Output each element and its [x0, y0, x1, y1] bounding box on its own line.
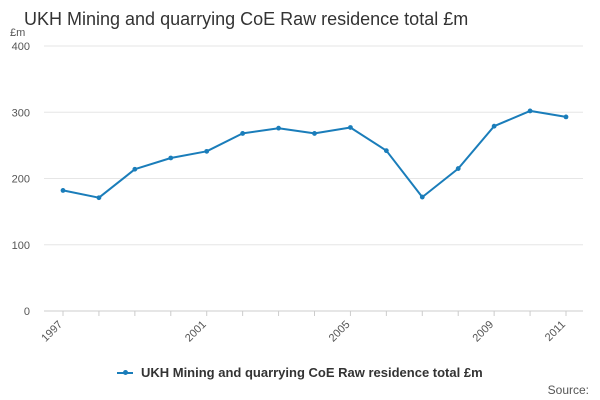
data-point: [348, 125, 353, 130]
x-tick-label: 2011: [543, 319, 568, 344]
data-point: [276, 125, 281, 131]
x-tick-label: 2005: [327, 319, 353, 345]
data-point: [240, 131, 246, 136]
data-point: [312, 131, 317, 136]
data-point: [491, 123, 497, 129]
chart-title: UKH Mining and quarrying CoE Raw residen…: [24, 9, 469, 29]
data-point: [132, 166, 138, 172]
y-tick-label: 300: [12, 107, 30, 119]
data-point: [383, 148, 389, 154]
x-tick-label: 2001: [183, 319, 209, 345]
data-point: [96, 195, 102, 201]
data-point: [455, 166, 461, 171]
data-point: [60, 188, 66, 193]
source-label: Source:: [547, 383, 589, 397]
legend-series-label: UKH Mining and quarrying CoE Raw residen…: [140, 365, 483, 380]
series-line: [62, 109, 567, 199]
data-point: [204, 148, 210, 154]
y-tick-label: 100: [12, 240, 30, 252]
y-tick-label: 0: [24, 306, 30, 318]
data-point: [419, 194, 425, 200]
x-tick-label: 1997: [39, 319, 65, 345]
y-tick-label: 200: [12, 174, 30, 186]
y-axis-unit-label: £m: [10, 27, 26, 39]
y-tick-label: 400: [12, 41, 30, 53]
x-tick-label: 2009: [470, 319, 496, 345]
legend[interactable]: UKH Mining and quarrying CoE Raw residen…: [0, 365, 600, 380]
legend-line-marker-icon: [117, 369, 134, 375]
data-point: [527, 108, 533, 114]
data-point: [168, 155, 174, 161]
data-point: [563, 114, 569, 120]
